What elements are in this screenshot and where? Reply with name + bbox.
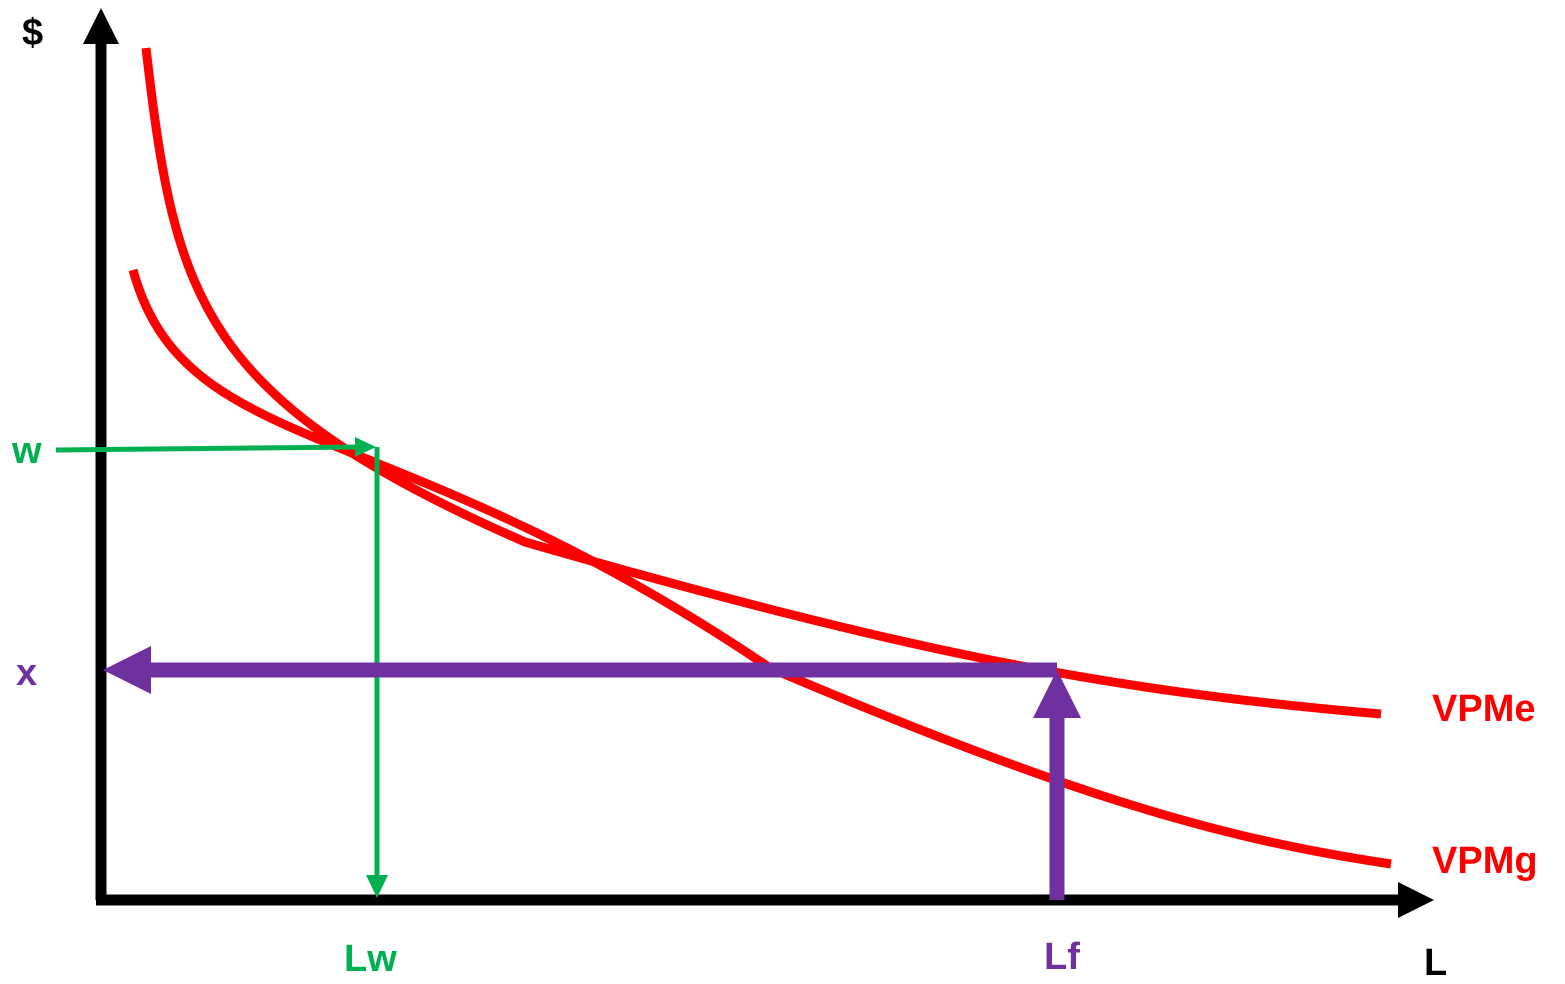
w-arrowhead (355, 437, 376, 457)
x-axis-arrowhead (1398, 882, 1434, 918)
axes (83, 8, 1434, 918)
lf-label: Lf (1044, 936, 1080, 978)
vpme-label: VPMe (1432, 688, 1536, 730)
vpme-curve (141, 47, 1382, 719)
x-level-label: x (16, 652, 38, 694)
x-arrowhead (103, 646, 151, 694)
w-label: w (12, 430, 42, 472)
x-axis-label: L (1424, 942, 1448, 984)
vpmg-curve (128, 268, 1392, 869)
w-horizontal-line (55, 444, 359, 453)
lw-arrowhead (366, 875, 388, 898)
lf-arrowhead (1033, 670, 1081, 718)
y-axis-arrowhead (83, 8, 119, 44)
lw-label: Lw (344, 938, 397, 980)
vpmg-label: VPMg (1432, 840, 1538, 882)
lf-construction (103, 646, 1081, 900)
y-axis-label: $ (22, 12, 44, 54)
